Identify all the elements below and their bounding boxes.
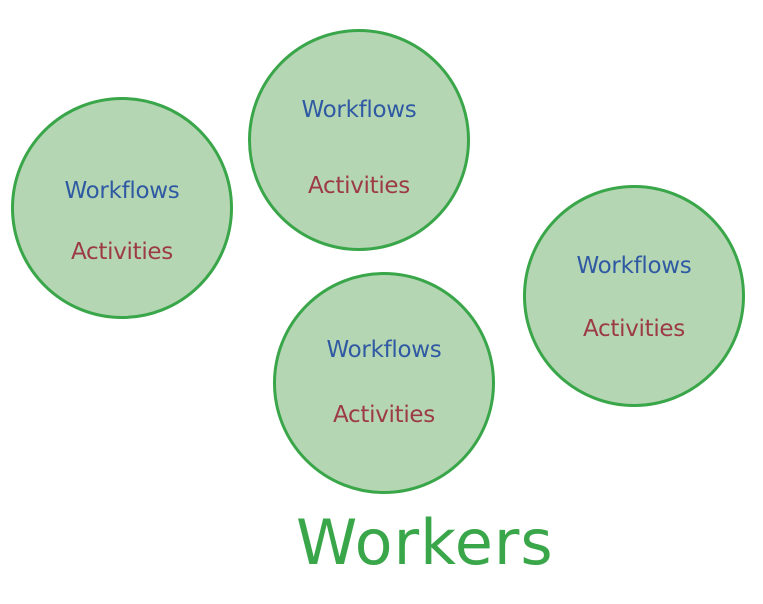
- workflows-label: Workflows: [301, 97, 417, 123]
- worker-circle: Workflows Activities: [248, 29, 470, 251]
- worker-circle: Workflows Activities: [11, 97, 233, 319]
- activities-label: Activities: [583, 316, 685, 342]
- workflows-label: Workflows: [576, 253, 692, 279]
- activities-label: Activities: [308, 173, 410, 199]
- workflows-label: Workflows: [326, 337, 442, 363]
- activities-label: Activities: [71, 239, 173, 265]
- worker-circle: Workflows Activities: [273, 272, 495, 494]
- workflows-label: Workflows: [64, 178, 180, 204]
- workers-title: Workers: [296, 506, 554, 579]
- worker-circle: Workflows Activities: [523, 185, 745, 407]
- activities-label: Activities: [333, 402, 435, 428]
